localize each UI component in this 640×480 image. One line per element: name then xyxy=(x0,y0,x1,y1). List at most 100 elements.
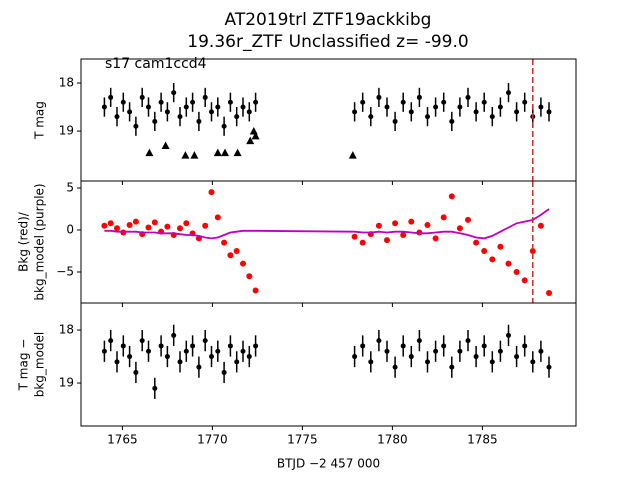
point xyxy=(489,256,496,263)
point xyxy=(538,104,544,110)
point xyxy=(164,223,171,230)
point xyxy=(360,343,366,349)
upper-limit xyxy=(145,148,154,157)
point xyxy=(392,364,398,370)
upper-limit xyxy=(251,131,260,140)
point xyxy=(177,114,183,120)
upper-limit xyxy=(348,151,357,159)
point xyxy=(127,109,133,115)
point xyxy=(351,233,358,240)
point xyxy=(408,218,415,225)
point xyxy=(234,114,240,120)
point xyxy=(202,222,209,229)
point xyxy=(190,99,196,105)
point xyxy=(101,348,107,354)
y-tick-label: 18 xyxy=(59,76,74,90)
x-tick-label: 1765 xyxy=(107,433,138,447)
point xyxy=(114,225,120,232)
x-tick-label: 1775 xyxy=(287,433,318,447)
point xyxy=(221,123,227,129)
point xyxy=(449,364,455,370)
point xyxy=(114,359,120,365)
point xyxy=(473,109,479,115)
point xyxy=(497,348,503,354)
point xyxy=(400,343,406,349)
point xyxy=(133,123,139,129)
point xyxy=(433,348,439,354)
y-tick-label: 5 xyxy=(66,180,74,194)
point xyxy=(171,90,177,96)
point xyxy=(164,109,170,115)
point xyxy=(425,359,430,365)
point xyxy=(424,221,431,228)
axes-frame xyxy=(80,302,577,427)
point xyxy=(227,252,234,259)
upper-limit xyxy=(221,148,229,157)
point xyxy=(360,99,366,105)
point xyxy=(158,99,164,105)
upper-limit xyxy=(213,148,222,157)
point xyxy=(246,273,253,280)
point xyxy=(457,348,463,354)
y-axis-label: Bkg (red)/ xyxy=(17,211,31,272)
point xyxy=(183,104,189,110)
chart-title: 19.36r_ZTF Unclassified z= -99.0 xyxy=(187,32,468,52)
point xyxy=(497,104,503,110)
point xyxy=(158,343,164,349)
model-line xyxy=(104,208,550,240)
point xyxy=(408,109,414,115)
point xyxy=(489,359,495,365)
point xyxy=(529,247,536,254)
point xyxy=(530,359,536,365)
point xyxy=(101,222,108,229)
point xyxy=(400,99,406,105)
point xyxy=(146,348,151,354)
point xyxy=(546,364,552,370)
point xyxy=(240,104,246,110)
point xyxy=(449,118,455,124)
point xyxy=(240,348,246,354)
point xyxy=(497,243,504,250)
point xyxy=(521,277,528,284)
point xyxy=(368,114,374,120)
point xyxy=(546,290,552,297)
point xyxy=(522,343,528,349)
annotation: s17 cam1ccd4 xyxy=(105,56,207,72)
point xyxy=(196,118,202,124)
point xyxy=(481,247,488,254)
point xyxy=(546,109,552,115)
point xyxy=(384,237,390,244)
point xyxy=(537,222,544,229)
point xyxy=(441,99,447,105)
point xyxy=(253,99,259,105)
upper-limit xyxy=(181,151,190,159)
point xyxy=(252,287,259,294)
point xyxy=(457,104,463,110)
point xyxy=(359,239,366,246)
point xyxy=(145,224,152,231)
x-axis-label: BTJD −2 457 000 xyxy=(277,457,380,471)
x-tick-label: 1770 xyxy=(197,433,228,447)
axes-frame xyxy=(80,180,577,304)
point xyxy=(139,94,145,100)
point xyxy=(489,114,495,120)
point xyxy=(456,225,463,232)
point xyxy=(132,218,139,225)
point xyxy=(376,338,382,344)
point xyxy=(108,338,114,344)
point xyxy=(513,268,520,275)
point xyxy=(227,99,233,105)
point xyxy=(481,343,487,349)
point xyxy=(514,109,520,115)
point xyxy=(183,348,189,354)
point xyxy=(209,354,214,360)
point xyxy=(481,99,487,105)
point xyxy=(384,104,390,110)
plot-area xyxy=(101,324,552,399)
point xyxy=(152,385,158,391)
point xyxy=(120,99,126,105)
point xyxy=(253,343,259,349)
point xyxy=(234,359,240,365)
point xyxy=(375,222,382,229)
